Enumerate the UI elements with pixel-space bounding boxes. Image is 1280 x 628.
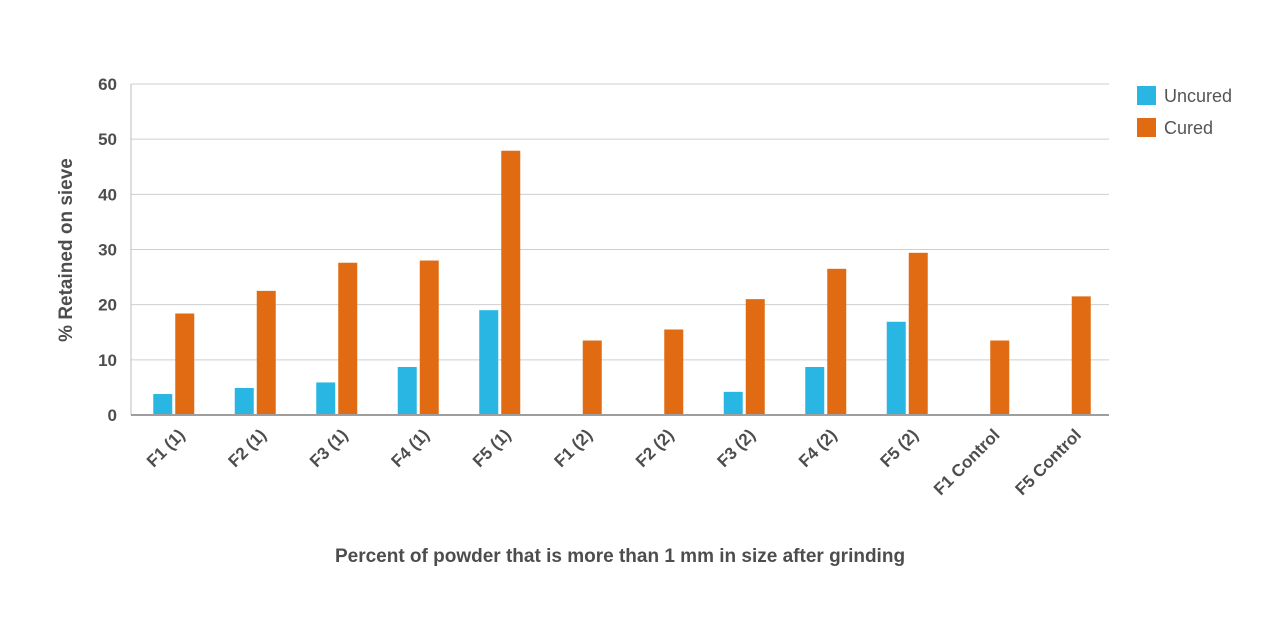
bar-cured — [745, 299, 765, 415]
x-tick-label: F1 Control — [930, 425, 1004, 499]
axes: 0 10 20 30 40 50 60 F1 (1) F2 (1) F3 (1) F4 (1) F5 … — [98, 75, 1109, 499]
y-tick-label: 0 — [108, 406, 117, 425]
x-tick-label: F5 (2) — [877, 425, 922, 470]
bar-cured — [419, 260, 439, 415]
x-tick-label: F5 Control — [1012, 425, 1086, 499]
bar-cured — [582, 340, 602, 415]
bar-uncured — [234, 387, 254, 415]
legend-label-uncured: Uncured — [1164, 86, 1232, 106]
y-tick-label: 60 — [98, 75, 117, 94]
bar-uncured — [397, 367, 417, 415]
bar-cured — [175, 313, 195, 415]
x-tick-label: F3 (1) — [306, 425, 351, 470]
legend: Uncured Cured — [1137, 86, 1232, 138]
bar-cured — [990, 340, 1010, 415]
x-tick-label: F3 (2) — [714, 425, 759, 470]
bar-cured — [256, 290, 276, 415]
bar-uncured — [153, 394, 173, 415]
legend-label-cured: Cured — [1164, 118, 1213, 138]
y-tick-label: 20 — [98, 296, 117, 315]
x-tick-label: F4 (2) — [795, 425, 840, 470]
bar-uncured — [886, 321, 906, 415]
x-tick-label: F1 (2) — [551, 425, 596, 470]
y-tick-label: 30 — [98, 241, 117, 260]
legend-swatch-cured — [1137, 118, 1156, 137]
bar-cured — [908, 252, 928, 415]
bar-cured — [338, 262, 358, 415]
bar-cured — [827, 268, 847, 415]
x-axis-title: Percent of powder that is more than 1 mm… — [335, 546, 905, 567]
bar-uncured — [805, 367, 825, 415]
y-tick-label: 10 — [98, 351, 117, 370]
gridlines — [131, 83, 1109, 361]
x-tick-label: F1 (1) — [143, 425, 188, 470]
y-tick-label: 50 — [98, 130, 117, 149]
bar-uncured — [316, 382, 336, 415]
x-tick-label: F5 (1) — [469, 425, 514, 470]
x-tick-label: F2 (1) — [225, 425, 270, 470]
bar-uncured — [723, 391, 743, 415]
bar-cured — [664, 329, 684, 415]
bar-uncured — [479, 310, 499, 415]
bar-cured — [501, 150, 521, 416]
y-tick-label: 40 — [98, 185, 117, 204]
x-tick-label: F2 (2) — [632, 425, 677, 470]
bar-cured — [1071, 296, 1091, 415]
bars — [153, 150, 1091, 416]
x-tick-label: F4 (1) — [388, 425, 433, 470]
y-axis-title: % Retained on sieve — [56, 158, 77, 342]
legend-swatch-uncured — [1137, 86, 1156, 105]
